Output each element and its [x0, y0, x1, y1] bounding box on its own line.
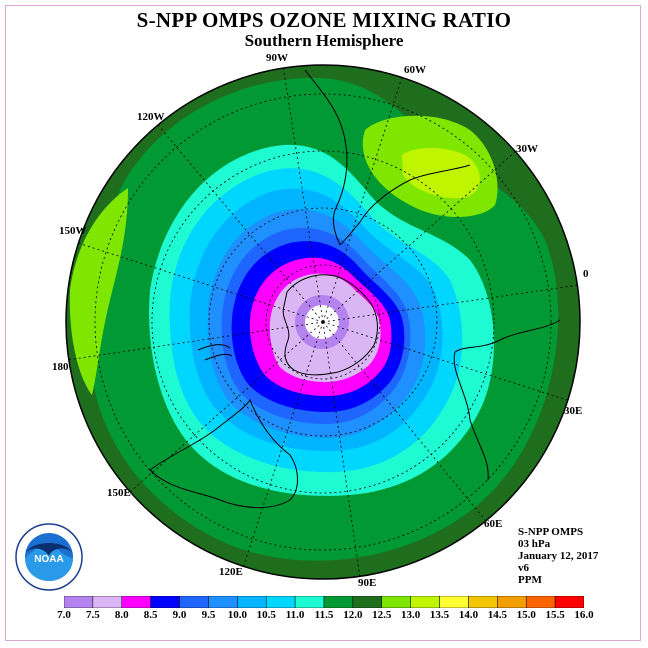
colorbar-swatch [497, 596, 527, 608]
colorbar [64, 596, 584, 608]
colorbar-label: 12.0 [343, 609, 363, 621]
colorbar-swatch [468, 596, 498, 608]
colorbar-label: 13.5 [429, 609, 450, 621]
colorbar-swatch [64, 596, 94, 608]
colorbar-swatch [237, 596, 267, 608]
colorbar-swatch [352, 596, 383, 608]
colorbar-swatch [92, 596, 123, 608]
colorbar-swatch [294, 596, 325, 608]
lon-120w: 120W [137, 111, 165, 123]
colorbar-label: 14.5 [487, 609, 507, 621]
colorbar-label: 12.5 [372, 609, 392, 621]
colorbar-label: 14.0 [458, 609, 479, 621]
colorbar-label: 11.0 [285, 609, 305, 621]
logo-text: NOAA [34, 554, 63, 565]
band-12p0-patch-w [69, 188, 128, 395]
map-subtitle: Southern Hemisphere [244, 31, 404, 50]
colorbar-label: 15.5 [545, 609, 565, 621]
info-version: v6 [518, 562, 529, 574]
colorbar-label: 11.5 [314, 609, 334, 621]
map-title: S-NPP OMPS OZONE MIXING RATIO [136, 8, 512, 32]
band-12p5-patch-ne [402, 148, 480, 199]
lon-90w: 90W [266, 52, 288, 64]
lon-60e: 60E [484, 518, 503, 530]
lon-180: 180 [52, 361, 69, 373]
graticule [66, 65, 580, 579]
colorbar-label: 9.5 [201, 609, 216, 621]
colorbar-swatch [179, 596, 209, 608]
colorbar-label: 9.0 [172, 609, 187, 621]
info-date: January 12, 2017 [518, 550, 599, 562]
info-instrument: S-NPP OMPS [518, 526, 584, 538]
colorbar-label: 10.5 [256, 609, 276, 621]
colorbar-swatch [208, 596, 238, 608]
lon-30e: 30E [564, 405, 583, 417]
colorbar-swatch [323, 596, 354, 608]
colorbar-swatch [150, 596, 180, 608]
colorbar-swatch [121, 596, 151, 608]
colorbar-label: 8.0 [114, 609, 129, 621]
figure-frame [5, 5, 641, 641]
coastlines [149, 69, 561, 509]
info-level: 03 hPa [518, 538, 551, 550]
lon-30w: 30W [516, 143, 538, 155]
colorbar-swatch [265, 596, 296, 608]
lon-60w: 60W [404, 64, 426, 76]
colorbar-label: 10.0 [227, 609, 247, 621]
colorbar-label: 13.0 [401, 609, 421, 621]
colorbar-swatch [525, 596, 556, 608]
lon-120e: 120E [219, 566, 243, 578]
colorbar-label: 7.5 [86, 609, 100, 621]
colorbar-label: 8.5 [143, 609, 158, 621]
lon-0: 0 [583, 268, 589, 280]
product-info: S-NPP OMPS 03 hPa January 12, 2017 v6 PP… [518, 526, 598, 586]
info-units: PPM [518, 574, 542, 586]
colorbar-swatch [439, 596, 469, 608]
lon-150e: 150E [107, 487, 131, 499]
colorbar-label: 15.0 [516, 609, 536, 621]
colorbar-swatch [554, 596, 584, 608]
lon-90e: 90E [358, 577, 377, 589]
noaa-logo: NOAA [15, 523, 83, 591]
colorbar-swatch [410, 596, 440, 608]
lon-150w: 150W [59, 225, 87, 237]
colorbar-swatch [381, 596, 411, 608]
colorbar-label: 16.0 [574, 609, 594, 621]
colorbar-label: 7.0 [57, 609, 71, 621]
